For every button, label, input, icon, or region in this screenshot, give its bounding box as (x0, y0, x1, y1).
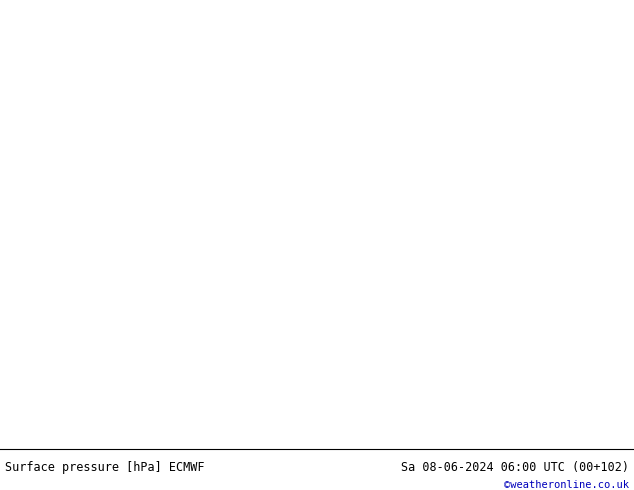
Text: Sa 08-06-2024 06:00 UTC (00+102): Sa 08-06-2024 06:00 UTC (00+102) (401, 461, 629, 473)
Text: ©weatheronline.co.uk: ©weatheronline.co.uk (504, 480, 629, 490)
Text: Surface pressure [hPa] ECMWF: Surface pressure [hPa] ECMWF (5, 461, 205, 473)
